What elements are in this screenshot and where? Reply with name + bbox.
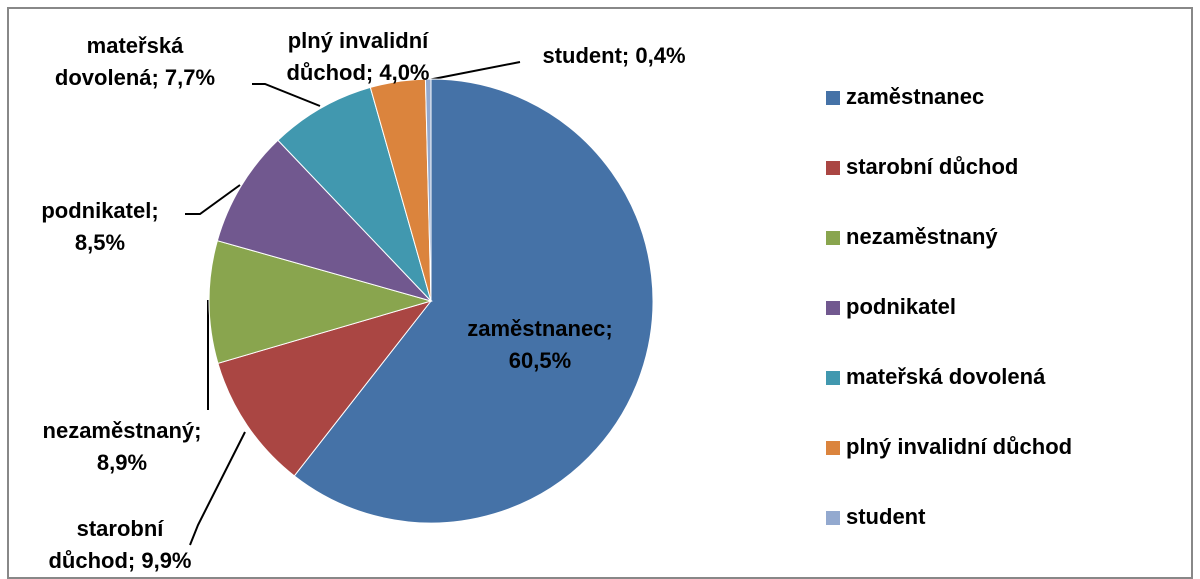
data-label: nezaměstnaný; [43,418,202,443]
data-label: plný invalidní [288,28,429,53]
legend-swatch [826,91,840,105]
legend-label: plný invalidní důchod [846,434,1072,459]
data-label: důchod; 9,9% [48,548,191,573]
pie-slice [277,86,432,302]
data-label: 60,5% [509,348,571,373]
data-label: mateřská [87,33,184,58]
pie-slice [208,240,433,364]
legend-label: mateřská dovolená [846,364,1046,389]
legend-swatch [826,231,840,245]
pie-slice [424,78,432,302]
legend-label: zaměstnanec [846,84,984,109]
data-label: podnikatel; [41,198,158,223]
data-label: zaměstnanec; [467,316,613,341]
data-label: 8,5% [75,230,125,255]
legend-label: starobní důchod [846,154,1018,179]
legend-swatch [826,161,840,175]
leader-line [427,61,521,81]
legend-label: nezaměstnaný [846,224,998,249]
legend-label: podnikatel [846,294,956,319]
pie-slice [217,300,433,477]
data-label: 8,9% [97,450,147,475]
legend-swatch [826,301,840,315]
legend-label: student [846,504,926,529]
leader-line [252,83,321,107]
data-label: student; 0,4% [542,43,685,68]
legend-swatch [826,371,840,385]
pie-slice [216,139,433,302]
data-label: dovolená; 7,7% [55,65,215,90]
leader-line [189,431,246,546]
data-label: důchod; 4,0% [286,60,429,85]
pie-slice [293,78,654,524]
data-label: starobní [77,516,165,541]
legend-swatch [826,441,840,455]
leader-line [185,184,241,215]
legend-swatch [826,511,840,525]
